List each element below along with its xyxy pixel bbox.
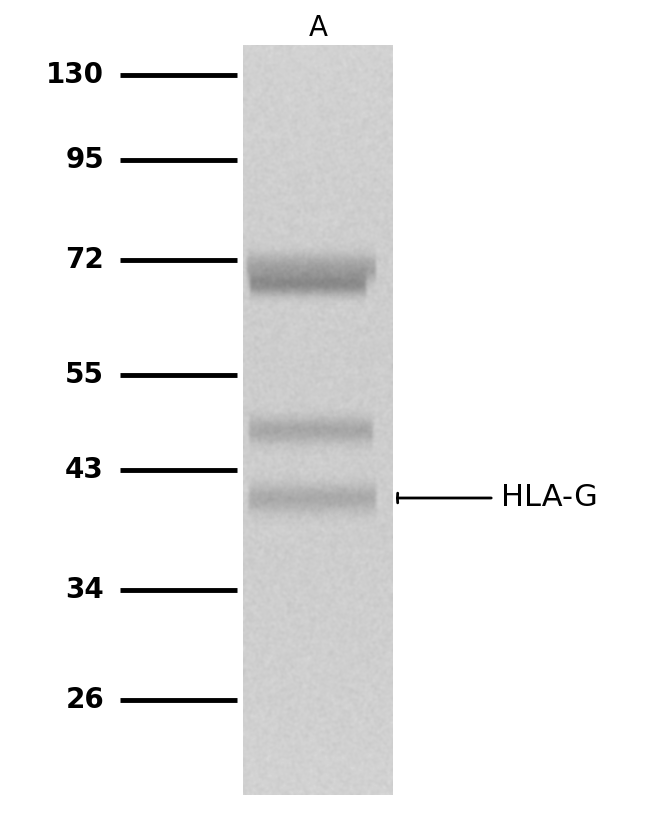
Text: 55: 55 xyxy=(65,361,104,389)
Text: A: A xyxy=(309,14,328,42)
Text: 43: 43 xyxy=(65,456,104,484)
Text: 130: 130 xyxy=(46,61,104,89)
Text: 95: 95 xyxy=(65,146,104,174)
Text: 72: 72 xyxy=(65,246,104,274)
Text: 26: 26 xyxy=(65,686,104,714)
Text: HLA-G: HLA-G xyxy=(500,484,597,512)
Text: 34: 34 xyxy=(65,576,104,604)
